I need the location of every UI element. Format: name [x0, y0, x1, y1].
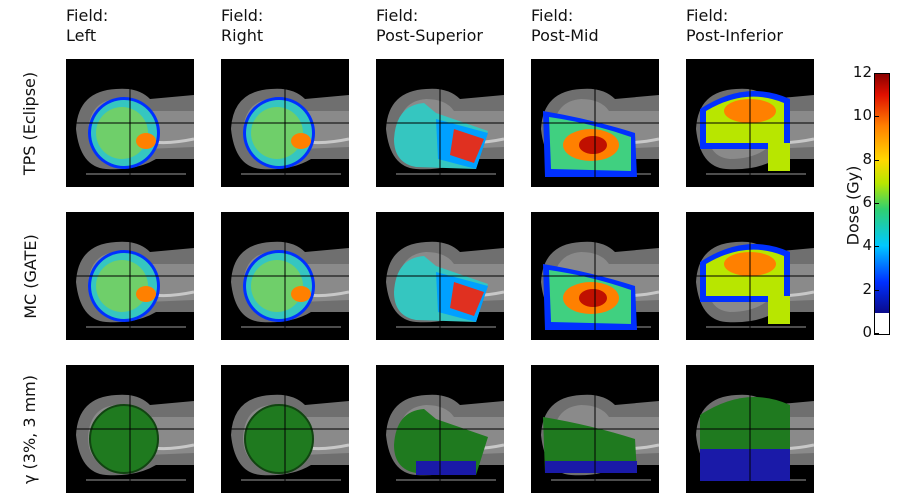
column-title-line1: Field: — [531, 6, 574, 25]
dose-overlay-image — [686, 59, 814, 187]
row-label-gamma: γ (3%, 3 mm) — [6, 365, 54, 493]
column-title-line1: Field: — [66, 6, 109, 25]
panel-tps-right — [221, 59, 349, 187]
row-label-mc: MC (GATE) — [6, 212, 54, 340]
dose-overlay-image — [221, 212, 349, 340]
column-title-line2: Post-Mid — [531, 26, 599, 45]
panel-gamma-post-mid — [531, 365, 659, 493]
colorbar-tick — [874, 333, 879, 334]
colorbar-tick — [874, 116, 879, 118]
dose-overlay-image — [531, 365, 659, 493]
panel-tps-left — [66, 59, 194, 187]
column-title-line2: Left — [66, 26, 97, 45]
colorbar-tick-label: 8 — [862, 149, 872, 168]
dose-colorbar — [874, 73, 890, 335]
panel-tps-post-inferior — [686, 59, 814, 187]
column-title-line1: Field: — [221, 6, 264, 25]
column-title-left: Field: Left — [66, 6, 108, 46]
colorbar-tick-label: 0 — [862, 323, 872, 341]
panel-mc-left — [66, 212, 194, 340]
dose-overlay-image — [531, 212, 659, 340]
colorbar-tick — [874, 73, 879, 74]
colorbar-tick-label: 6 — [862, 193, 872, 211]
dose-overlay-image — [531, 59, 659, 187]
dose-overlay-image — [221, 59, 349, 187]
column-title-post-superior: Field: Post-Superior — [376, 6, 483, 46]
dose-overlay-image — [221, 365, 349, 493]
dose-overlay-image — [686, 365, 814, 493]
colorbar-tick — [874, 289, 879, 291]
dose-overlay-image — [66, 212, 194, 340]
colorbar-tick — [874, 203, 879, 204]
colorbar-tick-label: 2 — [862, 279, 872, 298]
panel-mc-post-superior — [376, 212, 504, 340]
panel-mc-post-mid — [531, 212, 659, 340]
colorbar-tick-label: 10 — [852, 106, 872, 125]
panel-gamma-post-inferior — [686, 365, 814, 493]
panel-tps-post-mid — [531, 59, 659, 187]
row-label-text: MC (GATE) — [20, 233, 40, 319]
colorbar-tick-label: 4 — [862, 236, 872, 255]
dose-overlay-image — [66, 59, 194, 187]
row-label-text: γ (3%, 3 mm) — [20, 374, 40, 484]
dose-overlay-image — [376, 212, 504, 340]
column-title-line1: Field: — [376, 6, 419, 25]
column-title-right: Field: Right — [221, 6, 263, 46]
dose-overlay-image — [686, 212, 814, 340]
panel-mc-post-inferior — [686, 212, 814, 340]
row-label-text: TPS (Eclipse) — [20, 71, 40, 175]
dose-overlay-image — [376, 365, 504, 493]
panel-tps-post-superior — [376, 59, 504, 187]
dose-overlay-image — [376, 59, 504, 187]
column-title-line2: Post-Inferior — [686, 26, 783, 45]
panel-mc-right — [221, 212, 349, 340]
column-title-post-mid: Field: Post-Mid — [531, 6, 599, 46]
row-label-tps: TPS (Eclipse) — [6, 59, 54, 187]
colorbar-tick — [874, 159, 879, 161]
colorbar-tick-label: 12 — [852, 63, 872, 81]
column-title-line2: Right — [221, 26, 264, 45]
column-title-line1: Field: — [686, 6, 729, 25]
column-title-post-inferior: Field: Post-Inferior — [686, 6, 783, 46]
panel-gamma-left — [66, 365, 194, 493]
colorbar-tick — [874, 246, 879, 248]
dose-overlay-image — [66, 365, 194, 493]
panel-gamma-post-superior — [376, 365, 504, 493]
column-title-line2: Post-Superior — [376, 26, 483, 45]
panel-gamma-right — [221, 365, 349, 493]
